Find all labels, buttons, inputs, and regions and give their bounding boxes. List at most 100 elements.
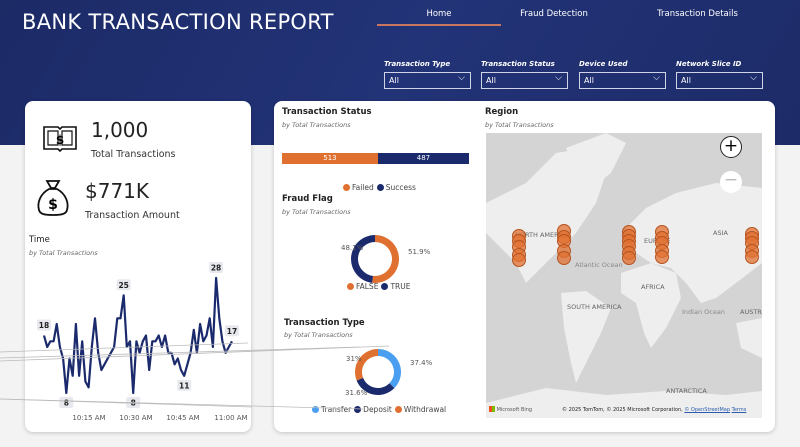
type-chart-title: Transaction Type	[284, 318, 365, 328]
label-atlantic: Atlantic Ocean	[575, 261, 623, 269]
label-south-america: SOUTH AMERICA	[567, 303, 622, 311]
label-australia: AUSTRALIA	[740, 308, 762, 316]
time-chart-title: Time	[29, 235, 50, 245]
x-tick-label: 10:15 AM	[72, 414, 105, 422]
active-tab-indicator	[377, 24, 501, 26]
filter-label: Network Slice ID	[676, 60, 742, 68]
status-chart-subtitle: by Total Transactions	[282, 121, 351, 129]
region-map[interactable]: NORTH AMERICA EUROPE ASIA Atlantic Ocean…	[486, 133, 762, 418]
x-tick-label: 10:45 AM	[166, 414, 199, 422]
slice-label: 51.9%	[408, 248, 431, 256]
selected-value: All	[584, 76, 594, 85]
donut-slice-deposit	[356, 377, 395, 395]
legend-dot	[347, 283, 354, 290]
total-transactions-value: 1,000	[91, 118, 149, 142]
label-asia: ASIA	[713, 229, 728, 237]
donut-slice-withdrawal	[355, 349, 378, 381]
data-label-bg	[209, 262, 224, 273]
transaction-amount-value: $771K	[85, 179, 150, 203]
page-title: BANK TRANSACTION REPORT	[22, 10, 334, 34]
selected-value: All	[681, 76, 691, 85]
status-stacked-bar: 513 487	[282, 153, 469, 164]
data-label: 28	[211, 264, 221, 273]
ledger-icon: $	[43, 126, 77, 153]
data-label-bg	[177, 379, 192, 391]
legend-false: FALSE	[356, 282, 379, 291]
donut-slice-transfer	[378, 349, 402, 389]
selected-value: All	[486, 76, 496, 85]
data-label: 18	[39, 321, 49, 330]
selected-value: All	[389, 76, 399, 85]
fraud-chart-title: Fraud Flag	[282, 194, 333, 204]
legend-dot	[343, 184, 350, 191]
map-bubble[interactable]	[622, 251, 636, 265]
data-label: 11	[179, 381, 189, 390]
attribution-text: © 2025 TomTom, © 2025 Microsoft Corporat…	[562, 407, 683, 413]
leader-line	[0, 346, 360, 359]
total-transactions-label: Total Transactions	[91, 149, 176, 160]
filter-network-slice: Network Slice ID All ⌵	[676, 60, 763, 89]
type-legend: Transfer Deposit Withdrawal	[309, 405, 446, 414]
legend-dot	[376, 184, 384, 191]
chevron-down-icon: ⌵	[653, 73, 660, 83]
legend-withdrawal: Withdrawal	[403, 405, 447, 414]
type-chart-subtitle: by Total Transactions	[284, 331, 353, 339]
leader-line	[0, 345, 390, 362]
transaction-amount-label: Transaction Amount	[85, 210, 180, 221]
chevron-down-icon: ⌵	[458, 73, 465, 83]
transaction-status-dropdown[interactable]: All ⌵	[481, 72, 568, 89]
svg-text:$: $	[56, 133, 64, 147]
status-legend: Failed Success	[340, 183, 416, 192]
label-indian-ocean: Indian Ocean	[682, 308, 725, 316]
x-tick-label: 10:30 AM	[119, 414, 152, 422]
map-bubble[interactable]	[655, 250, 669, 264]
map-bubble[interactable]	[745, 250, 759, 264]
label-north-america: NORTH AMERICA	[515, 231, 570, 239]
terms-link[interactable]: Terms	[731, 407, 747, 413]
donut-slice-false	[372, 235, 399, 284]
slice-label: 37.4%	[410, 359, 433, 367]
x-tick-label: 11:00 AM	[214, 414, 247, 422]
bar-failed: 513	[282, 153, 378, 164]
filter-transaction-type: Transaction Type All ⌵	[384, 60, 471, 89]
filter-transaction-status: Transaction Status All ⌵	[481, 60, 568, 89]
region-map-title: Region	[485, 107, 519, 117]
filter-label: Transaction Type	[384, 60, 451, 68]
slice-label: 31.6%	[345, 389, 368, 397]
leader-line	[0, 342, 249, 353]
slice-label: 48.1%	[341, 244, 364, 252]
slice-label: 31%	[346, 355, 362, 363]
fraud-legend: FALSE TRUE	[344, 282, 410, 291]
region-map-subtitle: by Total Transactions	[485, 121, 554, 129]
donut-charts: 51.9% 48.1% 37.4% 31.6% 31%	[0, 235, 433, 410]
osm-link[interactable]: © OpenStreetMap	[684, 407, 731, 413]
map-bubble[interactable]	[512, 253, 526, 267]
status-chart-title: Transaction Status	[282, 107, 372, 117]
network-slice-dropdown[interactable]: All ⌵	[676, 72, 763, 89]
legend-dot	[354, 406, 362, 413]
money-bag-icon: $	[37, 180, 69, 216]
map-bubble[interactable]	[557, 251, 571, 265]
data-label-bg	[37, 319, 51, 331]
legend-dot	[394, 406, 402, 413]
legend-dot	[381, 283, 389, 290]
tab-fraud-detection[interactable]: Fraud Detection	[520, 9, 588, 19]
label-antarctica: ANTARCTICA	[666, 387, 707, 395]
device-used-dropdown[interactable]: All ⌵	[579, 72, 666, 89]
time-chart-subtitle: by Total Transactions	[29, 249, 98, 257]
zoom-in-button[interactable]: +	[720, 136, 742, 158]
legend-failed: Failed	[352, 183, 374, 192]
tab-transaction-details[interactable]: Transaction Details	[657, 9, 738, 19]
data-label: 8	[64, 399, 69, 408]
tab-home[interactable]: Home	[426, 9, 452, 19]
bar-success: 487	[377, 153, 469, 164]
legend-dot	[312, 406, 319, 413]
zoom-out-button[interactable]: −	[720, 171, 742, 193]
transaction-type-dropdown[interactable]: All ⌵	[384, 72, 471, 89]
fraud-chart-subtitle: by Total Transactions	[282, 208, 351, 216]
legend-success: Success	[385, 183, 416, 192]
donut-slice-true	[351, 235, 375, 283]
legend-deposit: Deposit	[363, 405, 392, 414]
filter-device-used: Device Used All ⌵	[579, 60, 666, 89]
